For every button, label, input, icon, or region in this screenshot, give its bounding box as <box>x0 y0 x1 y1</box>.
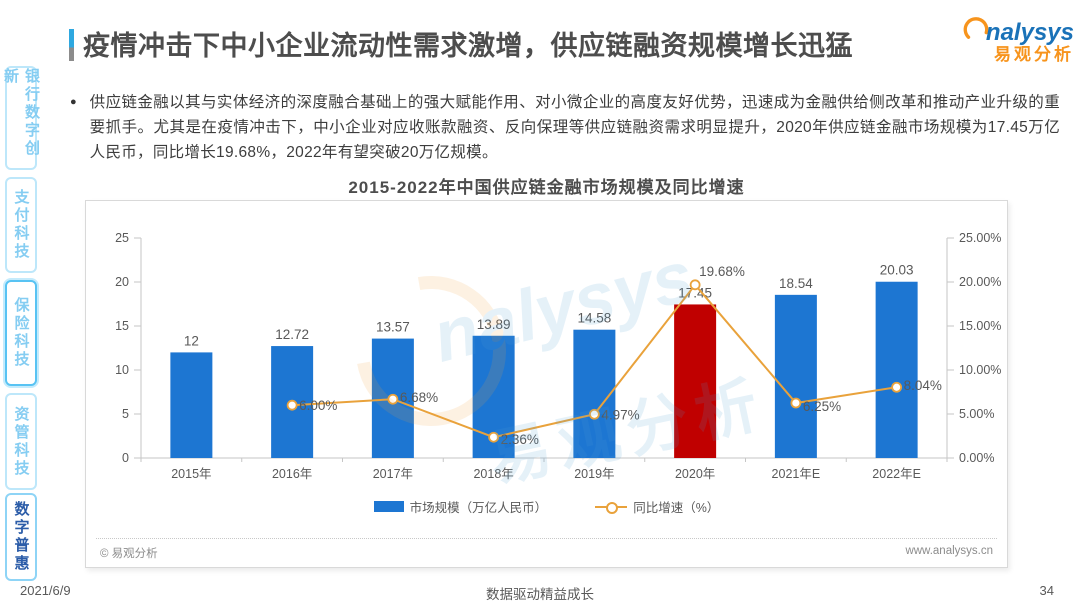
analysys-logo: nalysys 易观分析 <box>961 13 1074 63</box>
x-axis-label: 2015年 <box>171 467 211 481</box>
chart-website: www.analysys.cn <box>905 545 993 557</box>
bar <box>674 304 717 458</box>
line-value-label: 6.00% <box>299 398 337 413</box>
right-axis-tick-label: 10.00% <box>959 363 1001 377</box>
x-axis-label: 2017年 <box>373 467 413 481</box>
sidebar-tab-label: 数字普惠 <box>12 501 30 573</box>
bar-value-label: 13.89 <box>477 317 511 332</box>
chart-title: 2015-2022年中国供应链金融市场规模及同比增速 <box>348 178 745 197</box>
title-accent-bar <box>69 29 74 61</box>
chart-legend: 市场规模（万亿人民币） 同比增速（%） <box>86 497 1007 516</box>
bar-value-label: 12.72 <box>275 327 309 342</box>
line-marker <box>286 399 298 411</box>
line-value-label: 8.04% <box>904 378 942 393</box>
line-marker <box>891 381 903 393</box>
bar <box>170 352 213 458</box>
bullet-icon: ● <box>70 96 77 108</box>
left-axis-tick-label: 25 <box>115 231 129 245</box>
footer-date: 2021/6/9 <box>20 583 71 598</box>
logo-brand-text: nalysys <box>985 19 1074 46</box>
chart-card: 0 5 10 15 20 25 0.00% 5.00% 10.00% 15.00% 20.00% 25… <box>85 200 1008 568</box>
line-marker <box>790 397 802 409</box>
sidebar-tab-asset-mgmt-tech[interactable]: 资管科技 <box>5 393 37 490</box>
bar <box>875 281 918 458</box>
bar-series-swatch <box>373 501 404 512</box>
left-axis-tick-label: 0 <box>122 451 129 465</box>
bar-value-label: 13.57 <box>376 320 410 335</box>
sidebar-tab-digital-inclusion[interactable]: 数字普惠 <box>5 493 37 581</box>
sidebar-tab-label: 保险科技 <box>12 297 30 369</box>
right-axis-tick-label: 25.00% <box>959 231 1001 245</box>
line-marker <box>689 279 701 291</box>
legend-item-growth-rate: 同比增速（%） <box>595 497 719 516</box>
analysys-swirl-icon <box>961 13 991 45</box>
line-value-label: 2.36% <box>501 432 539 447</box>
line-marker <box>387 393 399 405</box>
line-value-label: 19.68% <box>699 264 745 279</box>
footer-page-number: 34 <box>1039 583 1054 598</box>
bar-value-label: 18.54 <box>779 276 813 291</box>
page-title: 疫情冲击下中小企业流动性需求激增，供应链融资规模增长迅猛 <box>83 31 853 61</box>
left-axis-tick-label: 10 <box>115 363 129 377</box>
bar-value-label: 20.03 <box>880 263 914 278</box>
bar-value-label: 12 <box>184 333 199 348</box>
line-value-label: 4.97% <box>601 407 639 422</box>
x-axis-label: 2018年 <box>473 467 513 481</box>
line-value-label: 6.25% <box>803 399 841 414</box>
x-axis-label: 2022年E <box>872 467 921 481</box>
summary-text: 供应链金融以其与实体经济的深度融合基础上的强大赋能作用、对小微企业的高度友好优势… <box>89 94 1060 161</box>
left-axis-tick-label: 20 <box>115 275 129 289</box>
card-divider <box>96 538 997 539</box>
right-axis-tick-label: 0.00% <box>959 451 994 465</box>
legend-label: 市场规模（万亿人民币） <box>409 501 548 515</box>
legend-item-market-scale: 市场规模（万亿人民币） <box>373 497 548 516</box>
market-scale-growth-chart: 0 5 10 15 20 25 0.00% 5.00% 10.00% 15.00% 20.00% 25… <box>115 231 1001 481</box>
line-marker <box>488 431 500 443</box>
sidebar-tab-bank-digital-innovation[interactable]: 银行数字创新 <box>2 66 40 170</box>
sidebar-tab-label: 资管科技 <box>12 405 30 478</box>
right-axis-tick-label: 15.00% <box>959 319 1001 333</box>
sidebar-tab-payment-tech[interactable]: 支付科技 <box>5 177 37 273</box>
logo-brand-cn: 易观分析 <box>994 45 1074 64</box>
line-series-swatch <box>595 501 628 514</box>
right-axis-tick-label: 5.00% <box>959 407 994 421</box>
chart-copyright: © 易观分析 <box>100 548 158 560</box>
bar-value-label: 14.58 <box>577 311 611 326</box>
x-axis-label: 2021年E <box>772 467 821 481</box>
line-marker <box>588 408 600 420</box>
left-axis-tick-label: 5 <box>122 407 129 421</box>
footer-slogan: 数据驱动精益成长 <box>486 587 594 602</box>
summary-bullet: ● 供应链金融以其与实体经济的深度融合基础上的强大赋能作用、对小微企业的高度友好… <box>70 90 1060 165</box>
sidebar-tab-insurance-tech[interactable]: 保险科技 <box>5 280 37 386</box>
x-axis-label: 2016年 <box>272 467 312 481</box>
right-axis-tick-label: 20.00% <box>959 275 1001 289</box>
x-axis-label: 2020年 <box>675 467 715 481</box>
left-axis-tick-label: 15 <box>115 319 129 333</box>
bar <box>573 329 616 458</box>
legend-label: 同比增速（%） <box>633 501 720 515</box>
x-axis-label: 2019年 <box>574 467 614 481</box>
line-value-label: 6.68% <box>400 390 438 405</box>
sidebar-tab-label: 支付科技 <box>12 189 30 261</box>
sidebar-tab-label: 银行数字创新 <box>2 68 40 158</box>
bar <box>774 294 817 458</box>
